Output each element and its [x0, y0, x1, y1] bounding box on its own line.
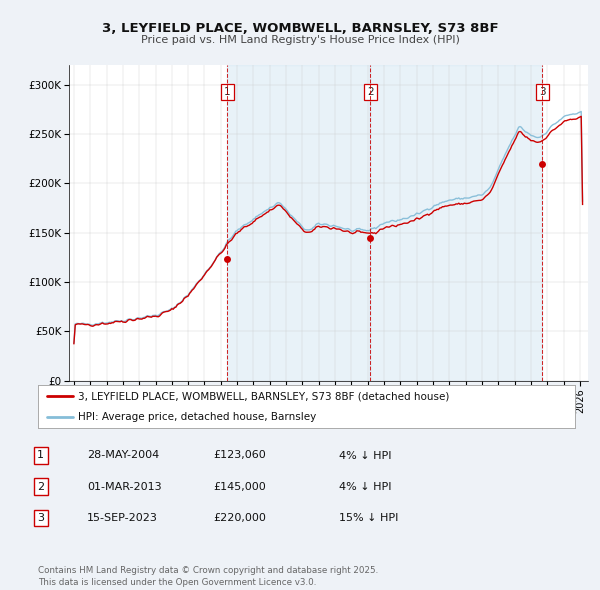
Text: Price paid vs. HM Land Registry's House Price Index (HPI): Price paid vs. HM Land Registry's House …: [140, 35, 460, 45]
Text: Contains HM Land Registry data © Crown copyright and database right 2025.
This d: Contains HM Land Registry data © Crown c…: [38, 566, 378, 587]
Text: 1: 1: [37, 451, 44, 460]
Text: £123,060: £123,060: [213, 451, 266, 460]
Text: 2: 2: [37, 482, 44, 491]
Text: £145,000: £145,000: [213, 482, 266, 491]
Text: 3, LEYFIELD PLACE, WOMBWELL, BARNSLEY, S73 8BF: 3, LEYFIELD PLACE, WOMBWELL, BARNSLEY, S…: [101, 22, 499, 35]
Text: 15-SEP-2023: 15-SEP-2023: [87, 513, 158, 523]
Text: 1: 1: [224, 87, 231, 97]
Text: 4% ↓ HPI: 4% ↓ HPI: [339, 482, 391, 491]
Text: 2: 2: [367, 87, 374, 97]
Text: 3: 3: [539, 87, 546, 97]
Text: 3, LEYFIELD PLACE, WOMBWELL, BARNSLEY, S73 8BF (detached house): 3, LEYFIELD PLACE, WOMBWELL, BARNSLEY, S…: [78, 391, 449, 401]
Text: 01-MAR-2013: 01-MAR-2013: [87, 482, 161, 491]
Text: 15% ↓ HPI: 15% ↓ HPI: [339, 513, 398, 523]
Text: 3: 3: [37, 513, 44, 523]
Text: 4% ↓ HPI: 4% ↓ HPI: [339, 451, 391, 460]
Text: 28-MAY-2004: 28-MAY-2004: [87, 451, 159, 460]
Text: HPI: Average price, detached house, Barnsley: HPI: Average price, detached house, Barn…: [78, 412, 316, 422]
Bar: [227, 65, 370, 381]
Bar: [370, 65, 542, 381]
Text: £220,000: £220,000: [213, 513, 266, 523]
